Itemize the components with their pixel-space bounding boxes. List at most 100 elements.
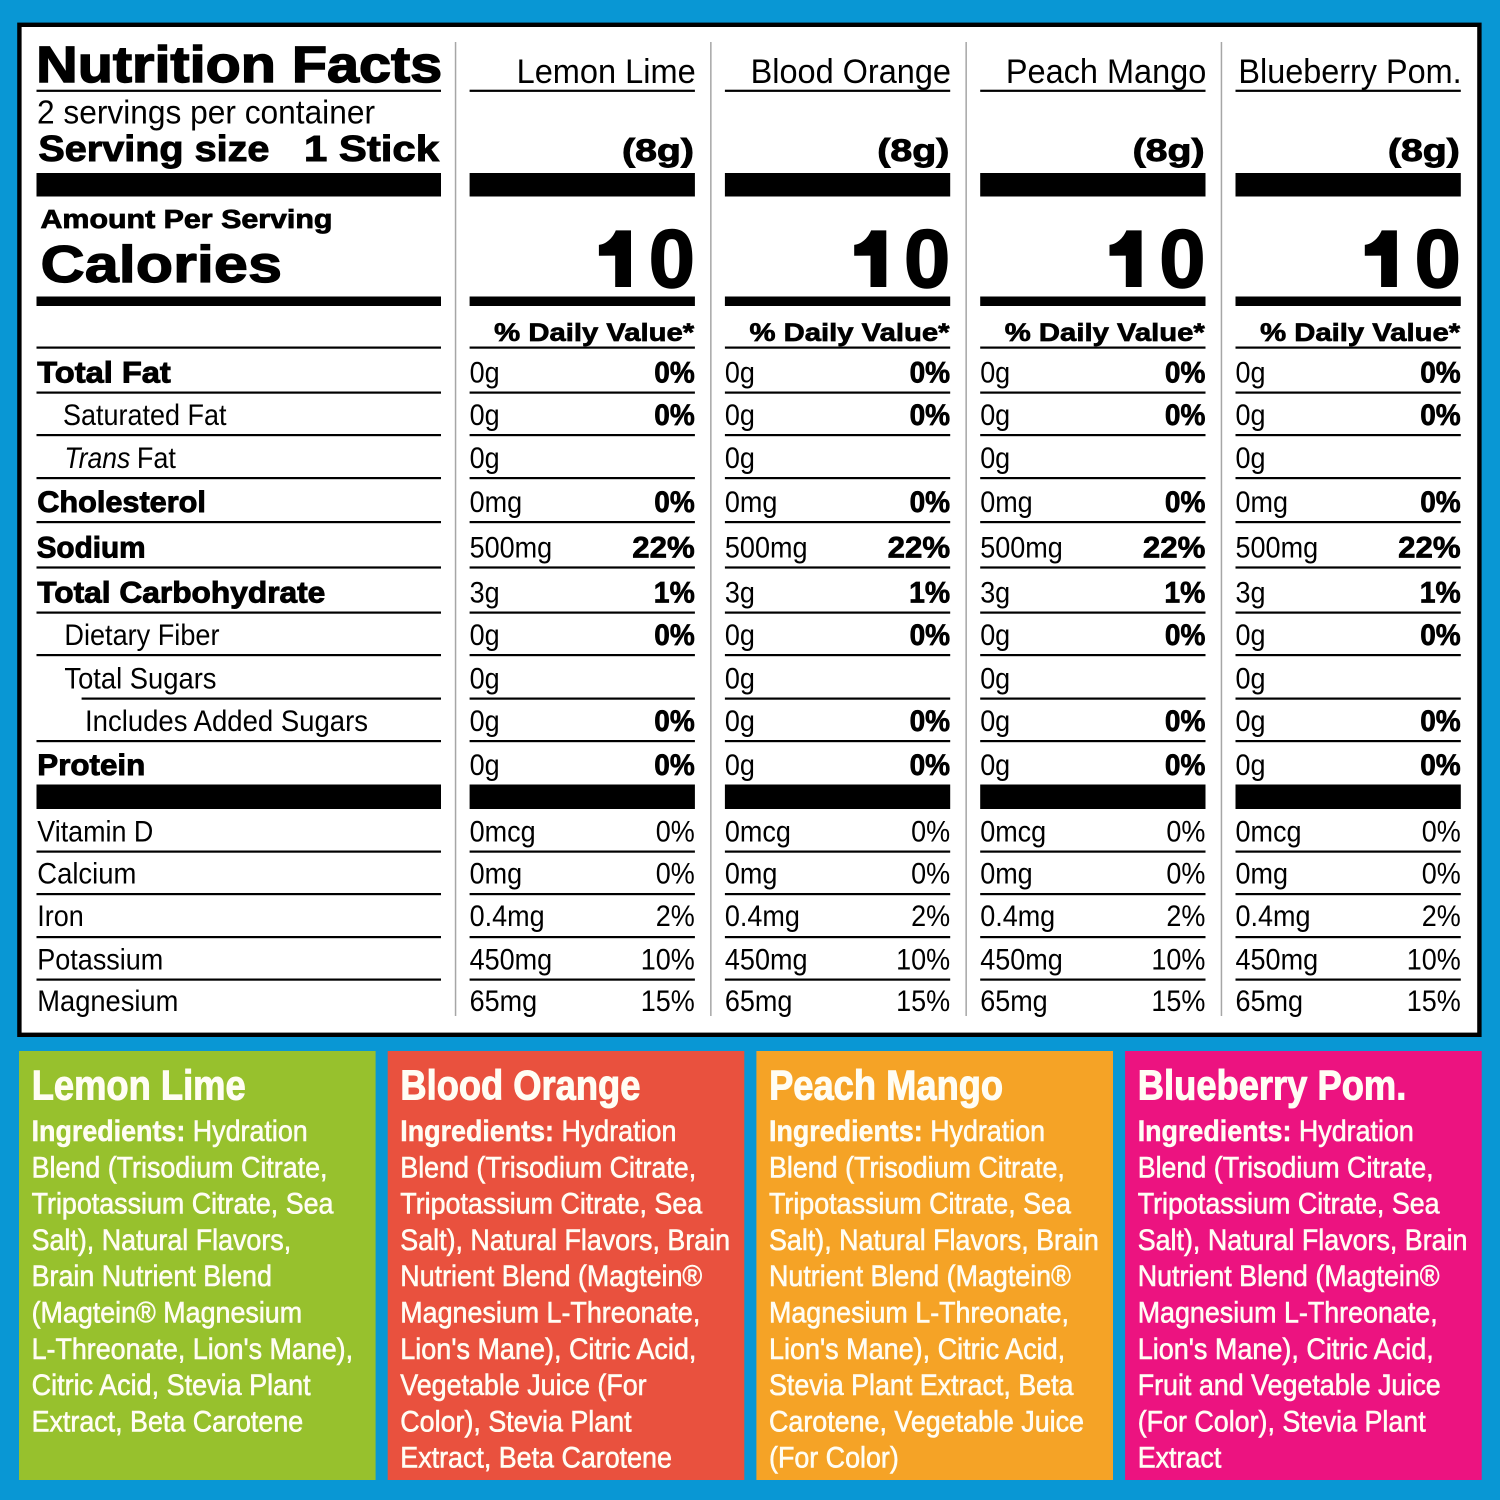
svg-text:L-Threonate, Lion's Mane),: L-Threonate, Lion's Mane), [32,1333,354,1366]
svg-text:Trans: Trans [64,442,130,475]
svg-text:Magnesium L-Threonate,: Magnesium L-Threonate, [1138,1297,1438,1330]
svg-text:10%: 10% [641,944,695,977]
svg-text:Blood Orange: Blood Orange [400,1061,640,1108]
svg-text:450mg: 450mg [470,944,553,977]
svg-text:Ingredients:: Ingredients: [1138,1115,1292,1148]
svg-text:500mg: 500mg [980,531,1063,564]
svg-text:22%: 22% [1398,531,1461,564]
svg-text:Ingredients:: Ingredients: [32,1115,186,1148]
svg-text:500mg: 500mg [1236,531,1319,564]
svg-text:Tripotassium Citrate, Sea: Tripotassium Citrate, Sea [400,1188,702,1221]
svg-text:0.4mg: 0.4mg [980,900,1055,933]
svg-text:0%: 0% [1420,705,1461,738]
svg-text:2%: 2% [1422,900,1461,933]
svg-text:(For Color): (For Color) [769,1442,899,1475]
svg-text:0%: 0% [654,357,695,390]
svg-text:0%: 0% [910,749,951,782]
svg-text:0g: 0g [470,399,500,432]
svg-text:1%: 1% [1164,577,1205,610]
svg-text:0%: 0% [1420,357,1461,390]
svg-text:Potassium: Potassium [37,944,163,977]
svg-text:Peach Mango: Peach Mango [1006,53,1206,91]
svg-text:0g: 0g [980,399,1010,432]
svg-text:0%: 0% [1420,749,1461,782]
svg-text:0%: 0% [654,486,695,519]
svg-text:Hydration: Hydration [193,1115,308,1148]
svg-text:Magnesium L-Threonate,: Magnesium L-Threonate, [769,1297,1069,1330]
svg-text:0mg: 0mg [980,858,1032,891]
svg-text:0g: 0g [725,705,755,738]
svg-text:Vegetable Juice (For: Vegetable Juice (For [400,1369,646,1402]
svg-text:Blend (Trisodium Citrate,: Blend (Trisodium Citrate, [32,1151,328,1184]
svg-text:10%: 10% [1151,944,1205,977]
svg-text:Includes Added Sugars: Includes Added Sugars [85,705,368,738]
svg-text:0: 0 [1415,212,1462,305]
svg-text:Lion's Mane), Citric Acid,: Lion's Mane), Citric Acid, [1138,1333,1434,1366]
svg-text:15%: 15% [1151,985,1205,1018]
svg-text:0mg: 0mg [470,858,522,891]
svg-text:0: 0 [904,212,951,305]
svg-text:0%: 0% [910,357,951,390]
svg-text:2 servings per container: 2 servings per container [37,95,375,132]
svg-text:Sodium: Sodium [37,531,146,564]
svg-text:65mg: 65mg [725,985,793,1018]
svg-text:(8g): (8g) [1388,132,1460,168]
svg-text:0%: 0% [1166,858,1205,891]
svg-text:Lemon Lime: Lemon Lime [517,53,696,91]
svg-text:Calories: Calories [41,236,283,294]
svg-text:65mg: 65mg [980,985,1047,1018]
svg-text:22%: 22% [632,531,695,564]
svg-text:450mg: 450mg [980,944,1063,977]
svg-text:Iron: Iron [37,900,84,933]
svg-text:Lion's Mane), Citric Acid,: Lion's Mane), Citric Acid, [769,1333,1065,1366]
svg-text:65mg: 65mg [470,985,537,1018]
svg-text:Tripotassium Citrate, Sea: Tripotassium Citrate, Sea [1138,1188,1440,1221]
svg-text:Blend (Trisodium Citrate,: Blend (Trisodium Citrate, [769,1151,1065,1184]
svg-text:Fruit and Vegetable Juice: Fruit and Vegetable Juice [1138,1369,1441,1402]
svg-text:2%: 2% [1166,900,1205,933]
svg-text:0g: 0g [725,399,755,432]
svg-text:Nutrient Blend (Magtein®: Nutrient Blend (Magtein® [1138,1260,1440,1293]
svg-text:Blueberry Pom.: Blueberry Pom. [1138,1061,1407,1108]
svg-text:3g: 3g [1236,577,1266,610]
svg-text:1%: 1% [909,577,950,610]
svg-text:0%: 0% [1165,749,1206,782]
svg-text:% Daily Value*: % Daily Value* [1260,319,1460,347]
svg-text:1 Stick: 1 Stick [304,129,439,169]
svg-text:10%: 10% [1407,944,1461,977]
svg-text:Carotene, Vegetable Juice: Carotene, Vegetable Juice [769,1405,1084,1438]
svg-text:Protein: Protein [37,749,145,782]
svg-text:0g: 0g [1236,749,1266,782]
svg-text:Total Carbohydrate: Total Carbohydrate [37,577,325,610]
svg-text:15%: 15% [896,985,950,1018]
svg-text:Blood Orange: Blood Orange [751,53,951,91]
svg-text:0%: 0% [1165,399,1206,432]
svg-text:Citric Acid, Stevia Plant: Citric Acid, Stevia Plant [32,1369,312,1402]
svg-text:0%: 0% [1422,816,1461,849]
svg-text:0%: 0% [1165,486,1206,519]
svg-text:Salt), Natural Flavors,: Salt), Natural Flavors, [32,1224,292,1257]
svg-text:0g: 0g [725,357,755,390]
svg-text:(8g): (8g) [1133,132,1205,168]
svg-text:0g: 0g [980,619,1010,652]
svg-text:0%: 0% [654,399,695,432]
svg-text:Calcium: Calcium [37,858,136,891]
svg-text:0%: 0% [1422,858,1461,891]
svg-text:% Daily Value*: % Daily Value* [750,319,950,347]
svg-text:0%: 0% [1165,705,1206,738]
svg-text:Ingredients:: Ingredients: [769,1115,923,1148]
svg-text:Fat: Fat [137,442,177,475]
svg-text:1%: 1% [654,577,695,610]
svg-text:0mg: 0mg [1236,858,1289,891]
svg-text:0g: 0g [980,442,1010,475]
svg-text:0%: 0% [910,705,951,738]
svg-text:Peach Mango: Peach Mango [769,1061,1003,1108]
svg-text:Color), Stevia Plant: Color), Stevia Plant [400,1405,632,1438]
svg-text:Extract: Extract [1138,1442,1222,1475]
svg-text:Saturated Fat: Saturated Fat [63,399,227,432]
svg-text:Vitamin D: Vitamin D [37,816,153,849]
svg-text:15%: 15% [641,985,695,1018]
svg-text:0%: 0% [1420,399,1461,432]
svg-text:0%: 0% [1166,816,1205,849]
svg-text:0g: 0g [470,357,500,390]
